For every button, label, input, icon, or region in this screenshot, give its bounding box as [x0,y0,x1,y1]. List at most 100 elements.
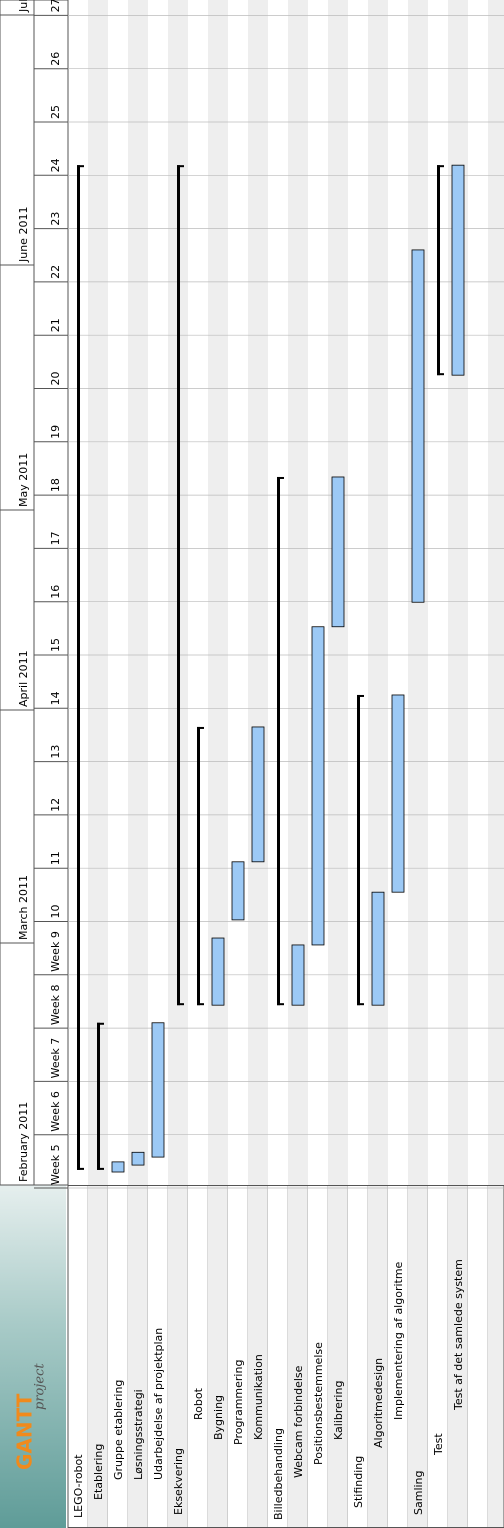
summary-end [77,1167,84,1170]
task-name: Billedbehandling [272,1428,285,1520]
week-label: Week 6 [49,1091,62,1132]
task-name: Webcam forbindelse [292,1365,305,1478]
task-bar [111,1161,125,1173]
summary-end [277,1003,284,1006]
row-stripe [448,0,468,1528]
task-bar [411,249,425,603]
row-stripe [128,0,148,1528]
month-label: March 2011 [17,875,30,940]
task-name: Kommunikation [252,1354,265,1440]
week-label: 10 [49,905,62,919]
week-label: 25 [49,105,62,119]
task-bar [211,937,225,1006]
task-bar [251,726,265,863]
task-name: Programmering [232,1360,245,1445]
week-label: 18 [49,478,62,492]
week-label: 13 [49,745,62,759]
row-stripe [88,0,108,1528]
summary-bar [177,165,180,1006]
month-label: June 2011 [17,207,30,263]
task-name: Samling [412,1470,425,1515]
row-stripe [228,0,248,1528]
summary-end [357,694,364,697]
summary-bar [77,165,80,1170]
summary-end [437,165,444,168]
week-label: Week 7 [49,1038,62,1079]
week-label: 26 [49,52,62,66]
task-name: Implementering af algoritme [392,1261,405,1420]
week-label: 21 [49,318,62,332]
summary-end [197,726,204,729]
week-label: 27 [49,0,62,12]
week-label: 12 [49,798,62,812]
week-label: 15 [49,638,62,652]
task-bar [291,944,305,1006]
week-label: 20 [49,372,62,386]
task-bar [231,861,245,921]
month-label: July 20 [17,0,30,13]
task-name: Robot [192,1387,205,1420]
week-label: 24 [49,158,62,172]
week-label: 22 [49,265,62,279]
summary-end [277,476,284,479]
week-label: 11 [49,851,62,865]
logo-background [0,1185,66,1528]
summary-end [177,165,184,168]
task-name: Stifinding [352,1456,365,1508]
logo-subtitle: project [33,1363,48,1410]
summary-bar [277,476,280,1006]
task-name: Positionsbestemmelse [312,1342,325,1465]
task-name: Test af det samlede system [452,1259,465,1411]
week-label: 16 [49,585,62,599]
task-bar [371,891,385,1006]
row-stripe [408,0,428,1528]
task-bar [331,476,345,628]
logo-title: GANTT [13,1393,37,1470]
week-label: 14 [49,691,62,705]
week-label: 17 [49,531,62,545]
week-label: Week 5 [49,1144,62,1185]
task-bar [311,626,325,946]
task-bar [451,164,465,376]
month-label: April 2011 [17,650,30,707]
summary-bar [97,1022,100,1170]
summary-end [177,1003,184,1006]
month-label: May 2011 [17,453,30,507]
summary-end [197,1003,204,1006]
summary-end [77,165,84,168]
row-stripe [328,0,348,1528]
row-stripe [428,0,448,1528]
task-bar [391,694,405,893]
row-stripe [288,0,308,1528]
week-label: 23 [49,212,62,226]
task-name: LEGO-robot [72,1454,85,1518]
task-name: Bygning [212,1395,225,1440]
task-name: Gruppe etablering [112,1380,125,1480]
summary-bar [437,165,440,376]
task-name: Udarbejdelse af projektplan [152,1328,165,1480]
summary-end [437,373,444,376]
summary-end [97,1167,104,1170]
week-label: Week 9 [49,931,62,972]
task-name: Løsningsstrategi [132,1389,145,1480]
row-stripe [108,0,128,1528]
task-name: Algoritmedesign [372,1358,385,1448]
summary-bar [197,726,200,1006]
task-name: Kalibrering [332,1381,345,1440]
task-name: Etablering [92,1444,105,1500]
row-stripe [488,0,504,1528]
task-name: Eksekvering [172,1448,185,1515]
summary-bar [357,694,360,1006]
week-label: 19 [49,425,62,439]
row-stripe [148,0,168,1528]
row-stripe [368,0,388,1528]
summary-end [357,1003,364,1006]
week-label: Week 8 [49,984,62,1025]
month-label: February 2011 [17,1102,30,1182]
task-bar [151,1022,165,1158]
task-bar [131,1151,145,1166]
task-name: Test [432,1433,445,1456]
